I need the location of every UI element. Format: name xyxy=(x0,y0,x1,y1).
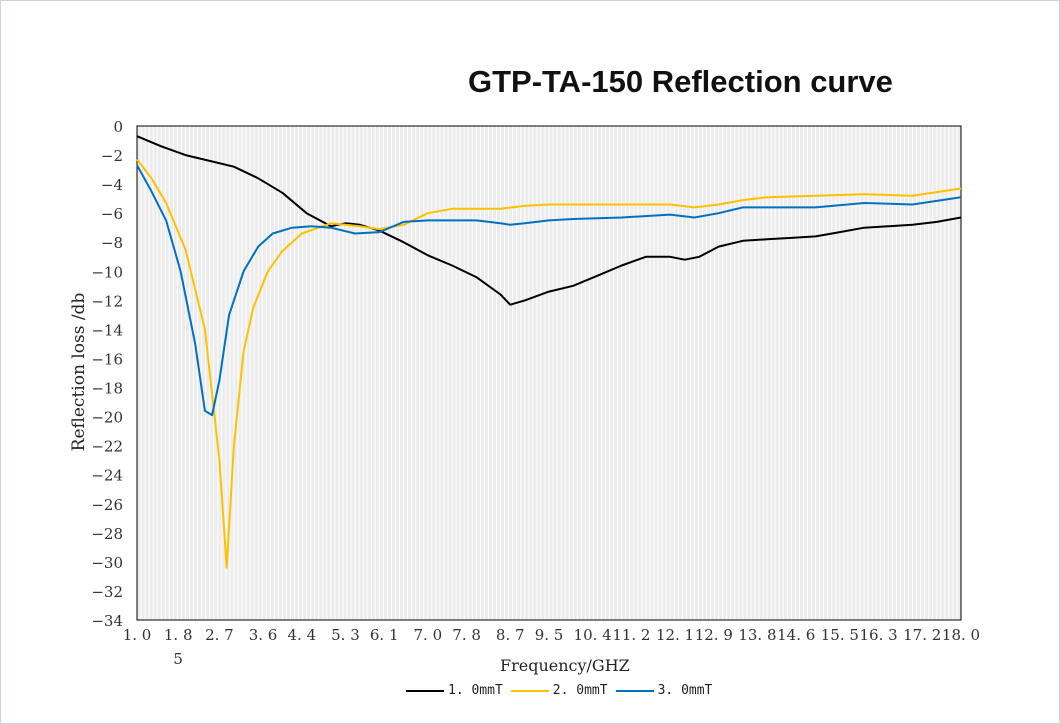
y-tick-label: −6 xyxy=(101,205,123,223)
y-axis-label: Reflection loss /db xyxy=(69,292,89,452)
y-tick-label: −28 xyxy=(91,525,123,543)
legend-item-3: 3. 0mmT xyxy=(615,683,713,698)
y-tick-label: −20 xyxy=(91,409,123,427)
legend: 1. 0mmT 2. 0mmT 3. 0mmT xyxy=(406,683,712,698)
x-tick-label: 6. 1 xyxy=(370,626,399,644)
legend-label-1: 1. 0mmT xyxy=(448,683,503,698)
x-tick-label: 5. 3 xyxy=(331,626,360,644)
y-tick-label: −34 xyxy=(91,612,123,630)
legend-swatch-3 xyxy=(615,689,654,692)
x-tick-label: 13. 8 xyxy=(738,626,776,644)
chart-title: GTP-TA-150 Reflection curve xyxy=(468,64,893,99)
series-line-1 xyxy=(136,135,962,306)
x-tick-label: 1. 0 xyxy=(123,626,152,644)
y-tick-label: −8 xyxy=(101,234,123,252)
series-line-2 xyxy=(136,158,962,569)
y-tick-label: −18 xyxy=(91,380,123,398)
x-tick-label: 4. 4 xyxy=(287,626,316,644)
x-tick-label: 7. 0 xyxy=(414,626,443,644)
x-tick-label: 8. 7 xyxy=(496,626,525,644)
legend-item-1: 1. 0mmT xyxy=(406,683,503,698)
series-line-3 xyxy=(136,164,962,417)
y-tick-label: −24 xyxy=(91,467,123,485)
x-tick-label: 2. 7 xyxy=(205,626,234,644)
y-tick-label: −14 xyxy=(91,321,123,339)
x-tick-label: 7. 8 xyxy=(452,626,481,644)
y-tick-label: −10 xyxy=(91,263,123,281)
x-tick-label: 10. 4 xyxy=(574,626,612,644)
legend-label-3: 3. 0mmT xyxy=(657,683,713,698)
x-tick-label: 9. 5 xyxy=(535,626,564,644)
y-tick-label: −4 xyxy=(101,176,123,194)
legend-swatch-2 xyxy=(510,689,549,692)
y-tick-label: 0 xyxy=(113,118,123,136)
x-tick-label: 17. 2 xyxy=(903,626,941,644)
y-tick-label: −16 xyxy=(91,350,123,368)
legend-label-2: 2. 0mmT xyxy=(552,683,608,698)
y-tick-label: −26 xyxy=(91,496,123,514)
vertical-gridlines xyxy=(140,126,958,620)
legend-item-2: 2. 0mmT xyxy=(510,683,608,698)
y-tick-label: −30 xyxy=(91,554,123,572)
x-tick-label: 12. 9 xyxy=(695,626,733,644)
x-tick-label: 15. 5 xyxy=(821,626,859,644)
x-tick-label: 14. 6 xyxy=(777,626,815,644)
legend-swatch-1 xyxy=(406,689,444,692)
x-axis-label: Frequency/GHZ xyxy=(500,656,630,675)
x-tick-label-wrap: 5 xyxy=(173,650,183,668)
x-tick-label: 16. 3 xyxy=(860,626,898,644)
plot-border xyxy=(136,125,962,621)
y-tick-label: −12 xyxy=(91,292,123,310)
x-tick-label: 18. 0 xyxy=(942,626,980,644)
x-tick-label: 12. 1 xyxy=(656,626,694,644)
x-tick-label: 1. 8 xyxy=(164,626,193,644)
x-tick-label: 3. 6 xyxy=(249,626,278,644)
y-tick-label: −22 xyxy=(91,438,123,456)
y-tick-label: −2 xyxy=(101,147,123,165)
x-tick-label: 11. 2 xyxy=(612,626,650,644)
y-tick-label: −32 xyxy=(91,583,123,601)
